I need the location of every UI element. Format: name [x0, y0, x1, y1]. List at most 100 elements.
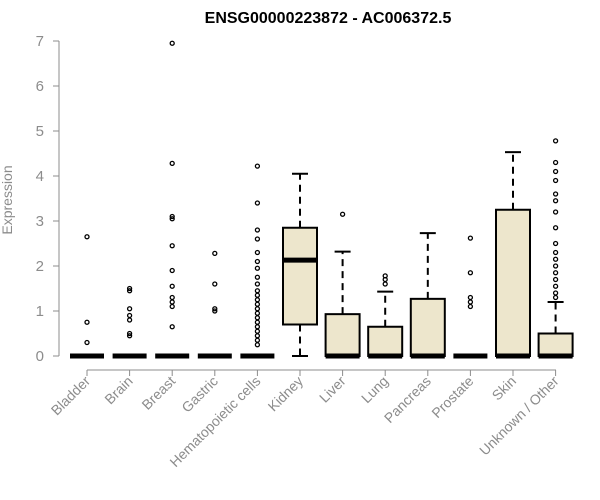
box-9 [453, 235, 488, 359]
outlier-point [169, 283, 175, 289]
x-tick-label: Lung [358, 373, 391, 406]
outlier-point [552, 290, 559, 296]
outlier-point [254, 258, 261, 265]
box-10 [495, 151, 531, 359]
outlier-point [254, 333, 261, 339]
box-6 [324, 211, 361, 359]
iqr-box [537, 332, 574, 357]
x-tick-label: Kidney [265, 373, 307, 415]
outlier-point [552, 198, 559, 204]
outlier-point [467, 303, 474, 310]
boxes [70, 40, 574, 359]
outlier-point [552, 225, 559, 231]
outlier-point [254, 328, 261, 334]
iqr-box [324, 313, 361, 357]
outlier-point [126, 312, 133, 319]
outlier-point [169, 213, 175, 220]
outlier-point [552, 283, 559, 289]
box-7 [367, 273, 404, 359]
y-tick-label: 1 [36, 303, 44, 320]
outlier-point [126, 285, 133, 292]
x-tick-label: Unknown / Other [476, 373, 562, 459]
outlier-point [254, 310, 261, 316]
box-2 [155, 40, 190, 359]
box-11 [537, 138, 574, 359]
outlier-point [382, 281, 388, 287]
outlier-point [169, 243, 175, 249]
y-tick-label: 3 [36, 213, 44, 230]
outlier-point [254, 324, 261, 330]
outlier-point [552, 191, 559, 197]
x-tick-label: Breast [138, 373, 178, 413]
outlier-point [552, 209, 559, 215]
outlier-point [169, 294, 175, 301]
outlier-point [552, 177, 559, 184]
outlier-point [552, 249, 559, 256]
y-tick-label: 6 [36, 78, 44, 95]
outlier-point [467, 270, 474, 276]
iqr-box [409, 297, 446, 358]
x-tick-label: Liver [316, 373, 349, 406]
outlier-point [467, 299, 474, 305]
outlier-point [126, 288, 133, 294]
x-tick-label: Brain [101, 373, 135, 407]
outlier-point [126, 306, 133, 312]
y-tick-label: 2 [36, 258, 44, 275]
y-axis-label: Expression [0, 165, 15, 234]
outlier-point [254, 306, 261, 312]
outlier-point [254, 281, 261, 287]
outlier-point [212, 308, 218, 314]
outlier-point [552, 168, 559, 175]
chart-title: ENSG00000223872 - AC006372.5 [205, 10, 452, 27]
y-tick-label: 4 [36, 168, 44, 185]
outlier-point [126, 333, 133, 339]
outlier-point [552, 159, 559, 166]
x-tick-label: Prostate [428, 373, 476, 421]
outlier-point [254, 249, 261, 256]
outlier-point [467, 235, 474, 241]
outlier-point [212, 306, 218, 312]
outlier-point [169, 216, 175, 222]
outlier-point [552, 276, 559, 283]
outlier-point [552, 294, 559, 301]
outlier-point [126, 330, 133, 337]
outlier-point [84, 319, 90, 325]
outlier-point [254, 163, 261, 169]
y-tick-label: 5 [36, 123, 44, 140]
outlier-point [169, 303, 175, 310]
outlier-point [254, 236, 261, 242]
outlier-point [254, 297, 261, 303]
y-tick-label: 7 [36, 33, 44, 50]
box-4 [240, 163, 275, 359]
outlier-point [212, 250, 218, 257]
x-tick-label: Pancreas [381, 373, 434, 426]
outlier-point [212, 281, 218, 287]
x-tick-label: Bladder [48, 373, 94, 419]
x-tick-label: Skin [489, 373, 520, 404]
box-0 [70, 234, 104, 359]
outlier-point [126, 317, 133, 323]
iqr-box [495, 208, 531, 357]
outlier-point [339, 211, 346, 217]
outlier-point [254, 342, 261, 348]
outlier-point [169, 324, 175, 330]
outlier-point [169, 160, 175, 167]
outlier-point [169, 40, 175, 46]
outlier-point [467, 294, 474, 301]
outlier-point [254, 227, 261, 233]
outlier-point [84, 339, 90, 346]
y-ticks: 0 1 2 3 4 5 6 7 [36, 33, 59, 365]
outlier-point [254, 265, 261, 271]
outlier-point [382, 273, 388, 279]
outlier-point [552, 240, 559, 247]
outlier-point [169, 267, 175, 274]
outlier-point [254, 274, 261, 280]
outlier-point [254, 292, 261, 298]
outlier-point [169, 299, 175, 305]
box-8 [409, 232, 446, 359]
outlier-point [254, 337, 261, 343]
outlier-point [552, 263, 559, 269]
outlier-point [254, 288, 261, 294]
